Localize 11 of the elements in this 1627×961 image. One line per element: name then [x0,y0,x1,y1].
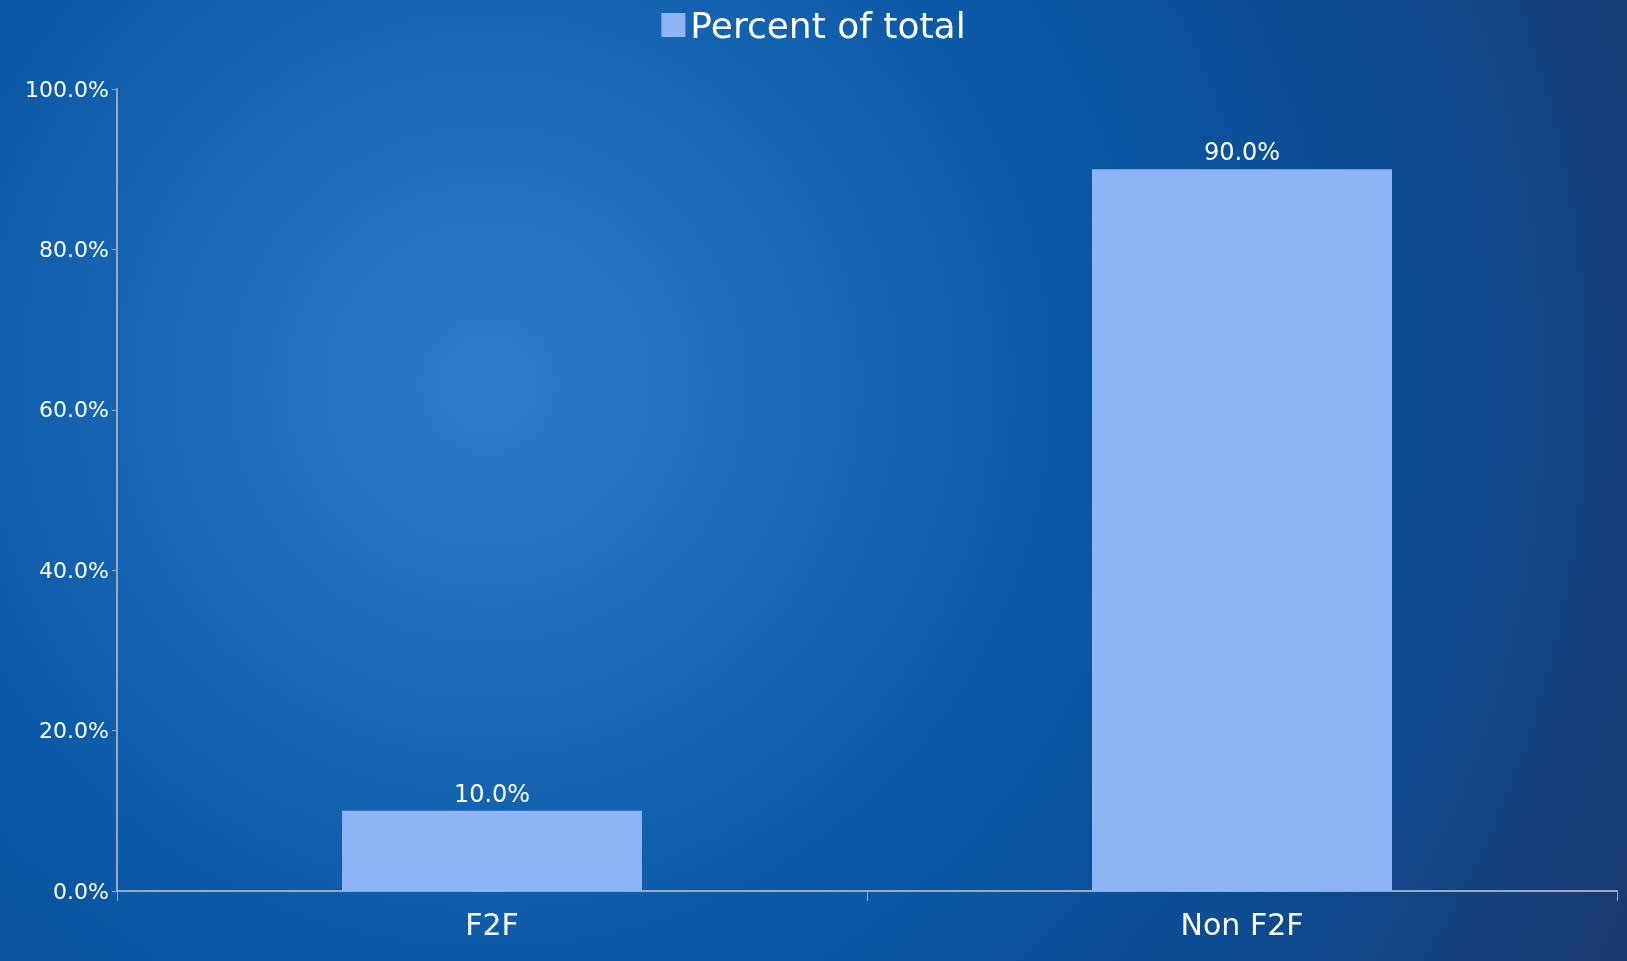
data-label: 90.0% [1203,138,1281,167]
y-tick-label: 60.0% [39,397,109,423]
y-tick-label: 100.0% [25,76,109,102]
y-tick-label: 20.0% [39,718,109,744]
legend-label: Percent of total [690,4,966,46]
y-tick-label: 80.0% [39,236,109,262]
x-tick-label: F2F [465,906,519,942]
y-tick-label: 0.0% [53,878,109,904]
x-tick-label: Non F2F [1180,906,1304,942]
y-tick-label: 40.0% [39,557,109,583]
data-label: 10.0% [453,779,531,808]
